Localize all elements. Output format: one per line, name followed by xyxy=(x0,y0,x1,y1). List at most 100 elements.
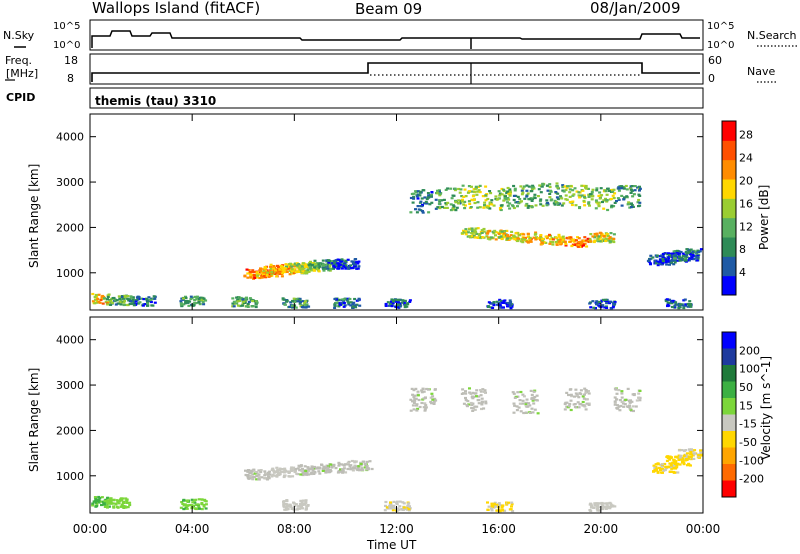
vel-cell xyxy=(678,456,682,459)
power-cell xyxy=(110,301,114,304)
power-cell xyxy=(405,305,409,308)
vel-cell xyxy=(617,405,621,408)
vel-cell xyxy=(282,502,286,505)
vel-cell xyxy=(535,394,539,397)
power-cell xyxy=(633,185,637,188)
power-cell xyxy=(386,301,390,304)
vel-cell xyxy=(490,509,494,512)
power-cell xyxy=(153,301,157,304)
power-cell xyxy=(498,236,501,239)
power-cell xyxy=(264,269,268,273)
power-cell xyxy=(384,304,388,307)
power-cell xyxy=(467,185,471,188)
power-cell xyxy=(594,301,598,304)
power-cell xyxy=(516,237,520,240)
power-cell xyxy=(322,266,326,269)
power-cell xyxy=(266,271,270,274)
power-cell xyxy=(569,236,573,239)
power-cell xyxy=(265,273,269,276)
vel-cell xyxy=(601,507,605,511)
vel-cell xyxy=(507,501,510,504)
power-cell xyxy=(596,237,600,241)
power-cell xyxy=(290,268,294,271)
vel-cell xyxy=(412,401,416,404)
power-cell xyxy=(544,235,548,238)
power-cell xyxy=(485,206,489,209)
power-cell xyxy=(585,245,589,248)
power-cell xyxy=(455,206,459,209)
power-cell xyxy=(239,296,243,300)
vel-cell xyxy=(616,407,620,410)
power-cell xyxy=(668,298,672,301)
power-cell xyxy=(458,191,462,194)
power-cell xyxy=(491,230,495,233)
power-cell xyxy=(638,187,642,190)
vel-cell xyxy=(285,508,289,511)
vel-cell xyxy=(400,508,404,511)
power-cell xyxy=(461,184,465,187)
vel-cell xyxy=(92,500,96,503)
vel-cell xyxy=(533,408,537,411)
power-cell xyxy=(660,254,664,257)
power-cell xyxy=(526,241,530,244)
power-cell xyxy=(628,187,632,190)
power-cell xyxy=(492,232,496,235)
vel-cell xyxy=(188,503,192,507)
power-cell xyxy=(262,269,266,272)
y-tick-label: 4000 xyxy=(56,131,84,144)
power-cell xyxy=(477,189,481,192)
cpid-label: CPID xyxy=(6,91,35,104)
vel-cell xyxy=(299,465,303,468)
power-cell xyxy=(480,231,484,234)
vel-cell xyxy=(384,504,387,507)
vel-cell xyxy=(687,448,691,451)
power-cell xyxy=(667,257,671,260)
vel-cell xyxy=(600,506,604,509)
power-cell xyxy=(417,208,421,211)
power-cell xyxy=(582,199,586,203)
power-cell xyxy=(595,232,599,235)
colorbar-tick-label: 15 xyxy=(739,399,753,412)
power-cell xyxy=(610,188,614,192)
power-cell xyxy=(682,304,686,307)
power-cell xyxy=(512,194,516,197)
power-cell xyxy=(661,259,665,262)
power-cell xyxy=(592,306,596,309)
vel-cell xyxy=(605,507,609,510)
power-cell xyxy=(489,236,493,239)
power-cell xyxy=(126,303,130,307)
power-cell xyxy=(676,259,680,262)
vel-cell xyxy=(511,391,515,394)
colorbar-segment xyxy=(722,431,736,448)
freq-label: Freq. xyxy=(5,54,32,67)
power-cell xyxy=(577,241,581,244)
power-cell xyxy=(336,258,340,261)
colorbar-tick-label: -15 xyxy=(739,418,757,431)
power-cell xyxy=(587,240,591,243)
power-cell xyxy=(430,193,433,197)
vel-cell xyxy=(574,392,578,395)
vel-cell xyxy=(528,404,532,407)
vel-cell xyxy=(299,499,303,502)
vel-cell xyxy=(677,454,681,457)
vel-cell xyxy=(264,477,268,480)
vel-cell xyxy=(613,400,617,403)
colorbar-tick-label: 28 xyxy=(739,129,753,142)
power-cell xyxy=(506,305,509,308)
vel-cell xyxy=(360,467,364,470)
vel-cell xyxy=(569,408,573,412)
vel-cell xyxy=(432,400,436,403)
power-cell xyxy=(179,302,183,305)
vel-cell xyxy=(332,465,336,468)
vel-cell xyxy=(422,390,426,393)
power-cell xyxy=(684,304,687,307)
vel-cell xyxy=(267,477,271,480)
vel-cell xyxy=(605,503,609,506)
vel-cell xyxy=(621,402,625,405)
vel-cell xyxy=(430,392,434,395)
power-cell xyxy=(474,187,478,190)
power-cell xyxy=(109,303,113,306)
power-cell xyxy=(583,236,587,239)
power-cell xyxy=(403,304,407,307)
power-cell xyxy=(533,196,537,200)
